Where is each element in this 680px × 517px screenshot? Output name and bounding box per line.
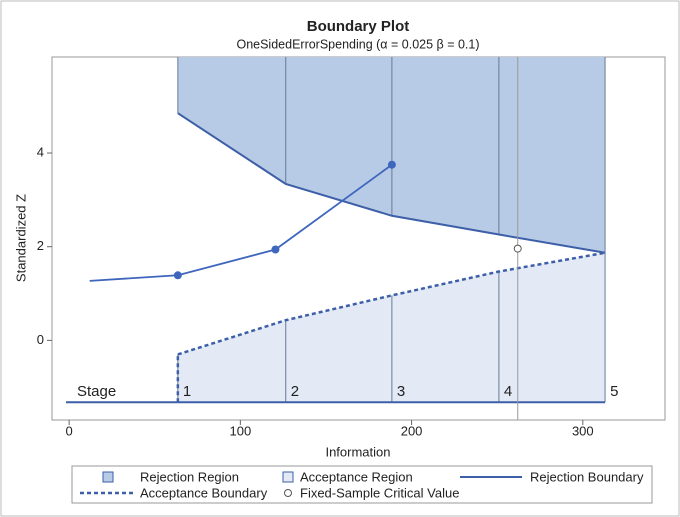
y-axis-label: Standardized Z [13,194,28,282]
x-tick-label: 200 [401,423,423,438]
legend-box [71,465,653,504]
y-tick-label: 2 [37,238,44,253]
x-axis-label: Information [325,444,390,459]
y-tick-label: 4 [37,144,44,159]
legend-label: Fixed-Sample Critical Value [300,485,459,500]
observed-point [387,160,396,169]
legend-label: Acceptance Region [300,469,413,484]
stage-label: 4 [504,383,512,400]
legend-label: Acceptance Boundary [140,485,268,500]
rejection-boundary [177,112,606,254]
legend-swatch [102,471,114,483]
stage-label: 2 [291,383,299,400]
observed-line [89,164,393,282]
critical-value [513,244,522,253]
stage-label: 3 [397,383,405,400]
x-tick-label: 0 [66,423,73,438]
legend-label: Rejection Boundary [530,469,644,484]
chart-title: Boundary Plot [307,18,410,35]
legend-swatch [284,489,292,497]
chart-subtitle: OneSidedErrorSpending (α = 0.025 β = 0.1… [236,37,479,51]
stage-label: 1 [183,383,191,400]
stage-label: 5 [610,383,618,400]
y-tick-label: 0 [37,332,44,347]
x-tick-label: 300 [572,423,594,438]
observed-point [173,271,182,280]
legend-label: Rejection Region [140,469,239,484]
x-tick-label: 100 [230,423,252,438]
observed-point [271,245,280,254]
acceptance-boundary [177,251,606,356]
legend-swatch [282,471,294,483]
stage-title: Stage [77,383,116,400]
